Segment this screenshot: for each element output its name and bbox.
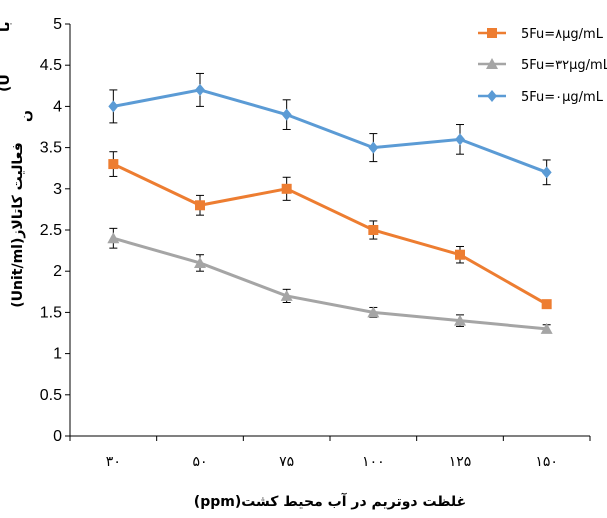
- x-tick-label: ۷۵: [279, 454, 294, 470]
- data-point-triangle: [540, 322, 553, 334]
- x-tick-label: ۱۰۰: [362, 454, 385, 470]
- series-layer: [107, 72, 553, 334]
- legend-label: 5Fu=۳۲µg/mL: [521, 58, 607, 73]
- series-diamond: [108, 72, 552, 186]
- x-axis-title: غلظت دوتریم در آب محیط کشت(ppm): [194, 492, 466, 510]
- data-point-diamond: [541, 166, 552, 179]
- data-point-diamond: [281, 108, 292, 121]
- data-point-diamond: [455, 133, 465, 146]
- y-axis-title-fragment: با: [0, 21, 13, 32]
- data-point-square: [368, 225, 379, 235]
- y-tick-label: 4: [53, 98, 62, 115]
- legend-label: 5Fu=۰µg/mL: [521, 90, 604, 105]
- data-point-diamond: [368, 141, 379, 154]
- data-point-triangle: [107, 232, 120, 244]
- x-tick-label: ۵۰: [192, 454, 207, 470]
- legend-label: 5Fu=۸µg/mL: [521, 27, 604, 42]
- data-point-triangle: [367, 306, 380, 318]
- y-axis-title-fragment: ن: [18, 110, 34, 122]
- data-point-square: [195, 200, 205, 211]
- data-point-square: [108, 159, 119, 170]
- y-axis-title-fragment: (U: [0, 74, 13, 92]
- y-tick-label: 0.5: [40, 387, 62, 404]
- y-tick-label: 2.5: [40, 222, 62, 239]
- data-point-triangle: [454, 314, 466, 326]
- data-point-diamond: [108, 100, 119, 113]
- y-tick-label: 4.5: [40, 57, 62, 74]
- y-tick-label: 0: [53, 428, 62, 445]
- series-line: [113, 88, 548, 174]
- data-point-triangle: [280, 289, 293, 301]
- y-tick-label: 1.5: [40, 304, 62, 321]
- data-point-diamond: [487, 90, 497, 102]
- x-tick-label: ۱۵۰: [535, 454, 558, 470]
- series-line: [112, 236, 547, 331]
- data-point-square: [281, 183, 292, 194]
- y-tick-label: 2: [53, 263, 62, 280]
- data-point-diamond: [195, 83, 205, 96]
- series-line: [112, 162, 548, 306]
- data-point-square: [455, 249, 465, 260]
- data-point-square: [487, 28, 497, 38]
- x-tick-label: ۳۰: [106, 454, 121, 470]
- y-axis-title: فعالیت کاتالاز(Unit/ml): [10, 142, 26, 308]
- y-axis: 0 0.5 1 1.5 2 2.5 3 3.5 4 4.5 5: [40, 16, 71, 445]
- data-point-triangle: [194, 256, 206, 268]
- series-triangle: [107, 227, 553, 334]
- legend: 5Fu=۸µg/mL 5Fu=۳۲µg/mL 5Fu=۰µg/mL: [473, 16, 607, 110]
- x-tick-label: ۱۲۵: [449, 454, 472, 470]
- y-tick-label: 3.5: [40, 140, 62, 157]
- y-tick-label: 1: [53, 346, 62, 363]
- x-axis: ۳۰ ۵۰ ۷۵ ۱۰۰ ۱۲۵ ۱۵۰: [69, 435, 591, 470]
- data-point-triangle: [486, 58, 498, 69]
- y-tick-label: 3: [53, 181, 62, 198]
- series-square: [108, 151, 552, 310]
- data-point-square: [541, 299, 552, 310]
- y-tick-label: 5: [53, 16, 62, 33]
